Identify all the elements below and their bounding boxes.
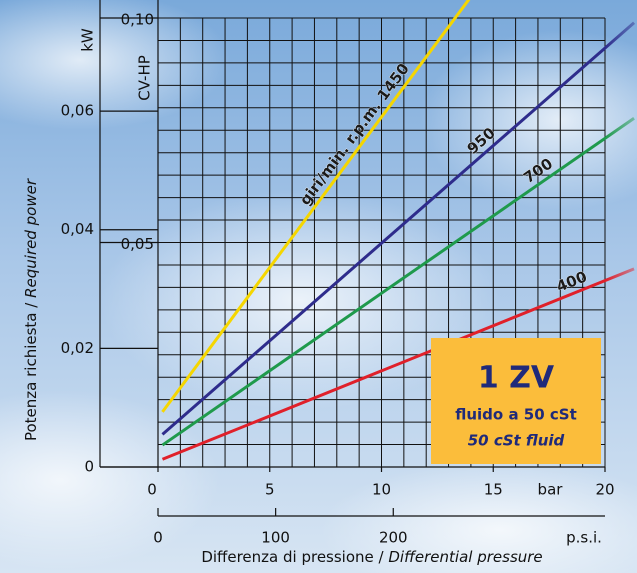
y-tick-label: 0,06 [61, 102, 94, 120]
x-unit: bar [538, 481, 564, 499]
x-tick-label: 0 [147, 481, 157, 499]
x2-unit: p.s.i. [566, 529, 602, 547]
y-tick-label: 0,04 [61, 220, 94, 238]
y-tick-label: 0 [84, 458, 94, 476]
series-line [161, 267, 635, 461]
info-line: fluido a 50 cSt [455, 406, 577, 424]
x-label: Differenza di pressione / Differential p… [201, 548, 542, 566]
info-title: 1 ZV [478, 361, 555, 396]
y2-tick-label: 0,05 [121, 235, 154, 253]
x-tick-label: 10 [372, 481, 391, 499]
x-tick-label: 20 [595, 481, 614, 499]
x2-tick-label: 0 [153, 529, 163, 547]
y2-unit: CV-HP [136, 55, 154, 101]
series-line [161, 0, 471, 413]
series-label: 400 [554, 267, 590, 295]
series-line [161, 117, 635, 447]
y-tick-label: 0,02 [61, 339, 94, 357]
series-line [161, 21, 636, 436]
info-box: 1 ZV fluido a 50 cSt 50 cSt fluid [431, 338, 601, 464]
x2-tick-label: 200 [379, 529, 408, 547]
info-box-bg [431, 338, 601, 464]
y-label-en: Required power [22, 178, 40, 298]
x-label-it: Differenza di pressione / [201, 548, 384, 566]
x-tick-label: 15 [484, 481, 503, 499]
info-line: 50 cSt fluid [468, 432, 565, 450]
y-label: Potenza richiesta / Required power [22, 178, 40, 441]
x-tick-label: 5 [265, 481, 275, 499]
y-unit: kW [79, 28, 97, 52]
series-label: giri/min. r.p.m. 1450 [296, 60, 413, 209]
x-label-en: Differential pressure [388, 548, 542, 566]
y-label-it: Potenza richiesta / [22, 302, 40, 441]
x2-tick-label: 100 [261, 529, 290, 547]
y2-tick-label: 0,10 [121, 11, 154, 29]
